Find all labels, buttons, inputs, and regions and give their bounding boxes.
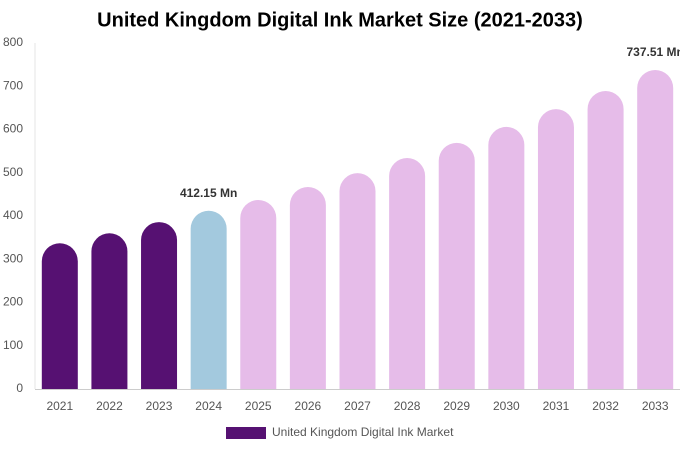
- x-tick-label: 2033: [642, 399, 669, 413]
- x-tick-label: 2026: [295, 399, 322, 413]
- bar: [41, 243, 78, 389]
- y-tick-label: 800: [3, 35, 23, 49]
- bar: [389, 158, 426, 389]
- legend-swatch: [226, 427, 266, 439]
- y-tick-label: 300: [3, 251, 23, 265]
- bar: [141, 222, 178, 389]
- bar: [438, 142, 475, 389]
- x-tick-label: 2031: [543, 399, 570, 413]
- x-tick-label: 2023: [146, 399, 173, 413]
- y-tick-label: 400: [3, 208, 23, 222]
- y-tick-label: 600: [3, 122, 23, 136]
- y-tick-label: 200: [3, 295, 23, 309]
- legend-label: United Kingdom Digital Ink Market: [272, 425, 454, 439]
- x-tick-label: 2028: [394, 399, 421, 413]
- bar: [91, 233, 128, 389]
- bar: [488, 126, 525, 389]
- x-tick-label: 2022: [96, 399, 123, 413]
- bar: [587, 91, 624, 389]
- y-tick-label: 0: [16, 381, 23, 395]
- x-tick-label: 2032: [592, 399, 619, 413]
- value-label: 412.15 Mn: [180, 186, 237, 200]
- bar: [240, 199, 277, 389]
- x-tick-label: 2027: [344, 399, 371, 413]
- y-tick-label: 700: [3, 78, 23, 92]
- bar: [537, 109, 574, 390]
- x-tick-label: 2025: [245, 399, 272, 413]
- chart-title: United Kingdom Digital Ink Market Size (…: [97, 9, 583, 31]
- bar: [190, 210, 227, 389]
- y-tick-label: 100: [3, 338, 23, 352]
- bar: [289, 187, 326, 389]
- x-tick-label: 2030: [493, 399, 520, 413]
- value-label: 737.51 Mn: [627, 45, 680, 59]
- x-tick-label: 2021: [46, 399, 73, 413]
- x-tick-label: 2024: [195, 399, 222, 413]
- bar: [339, 173, 376, 389]
- bar: [637, 70, 674, 390]
- y-tick-label: 500: [3, 165, 23, 179]
- x-tick-label: 2029: [443, 399, 470, 413]
